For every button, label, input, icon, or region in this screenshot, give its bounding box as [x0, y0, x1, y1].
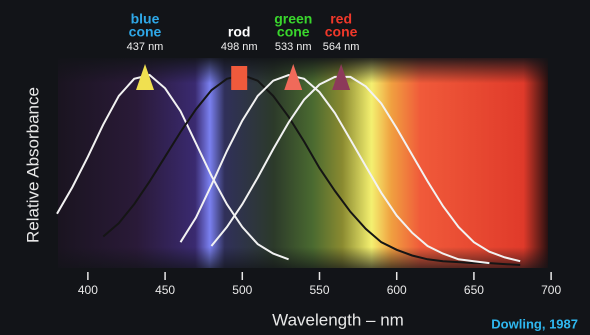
peak-label: 564 nm — [323, 41, 360, 53]
peak-label: 533 nm — [275, 41, 312, 53]
receptor-name: cone — [129, 24, 162, 40]
x-tick-label: 550 — [309, 283, 329, 297]
x-axis-label: Wavelength – nm — [272, 310, 404, 329]
receptor-name: rod — [228, 24, 251, 40]
x-tick-label: 500 — [232, 283, 252, 297]
x-tick-label: 450 — [155, 283, 175, 297]
x-tick-label: 600 — [387, 283, 407, 297]
peak-label: 498 nm — [221, 41, 258, 53]
chart: Relative Absorbance Wavelength – nm Dowl… — [0, 0, 590, 335]
spectrum-shade — [58, 58, 548, 268]
peak-marker — [231, 66, 247, 90]
y-axis-label: Relative Absorbance — [23, 87, 42, 243]
x-tick-label: 650 — [464, 283, 484, 297]
receptor-name: cone — [277, 24, 310, 40]
x-tick-label: 700 — [541, 283, 561, 297]
receptor-name: cone — [325, 24, 358, 40]
peak-label: 437 nm — [127, 41, 164, 53]
x-tick-label: 400 — [78, 283, 98, 297]
source: Dowling, 1987 — [491, 316, 578, 331]
